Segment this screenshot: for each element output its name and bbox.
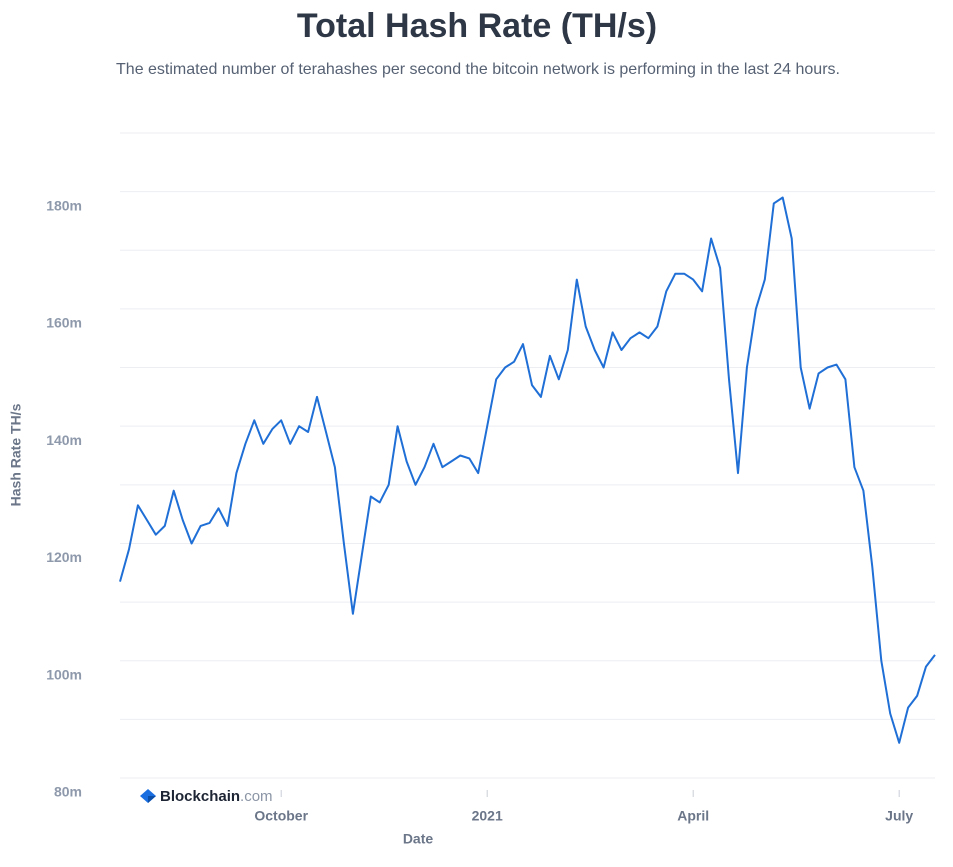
- watermark-brand: Blockchain: [160, 788, 240, 805]
- y-tick-label: 140m: [46, 432, 82, 448]
- chart-title: Total Hash Rate (TH/s): [297, 7, 657, 45]
- x-tick-label: April: [677, 808, 709, 824]
- x-tick-label: July: [885, 808, 913, 824]
- chart-subtitle: The estimated number of terahashes per s…: [116, 61, 840, 78]
- watermark-domain: .com: [240, 788, 273, 805]
- watermark-text: Blockchain.com: [160, 788, 273, 805]
- watermark: Blockchain.com: [140, 788, 273, 805]
- y-tick-label: 100m: [46, 666, 82, 682]
- data-line: [119, 196, 936, 744]
- axes: 80m 100m 120m 140m 160m 180m October 2021 April J…: [46, 132, 935, 824]
- y-tick-label: 160m: [46, 315, 82, 331]
- y-tick-label: 80m: [54, 784, 82, 800]
- x-tick-label: October: [254, 808, 308, 824]
- y-axis-label: Hash Rate TH/s: [8, 403, 24, 506]
- y-tick-label: 180m: [46, 197, 82, 213]
- watermark-logo-shade: [148, 796, 156, 803]
- x-tick-label: 2021: [472, 808, 503, 824]
- y-tick-label: 120m: [46, 549, 82, 565]
- x-axis-label: Date: [403, 831, 434, 847]
